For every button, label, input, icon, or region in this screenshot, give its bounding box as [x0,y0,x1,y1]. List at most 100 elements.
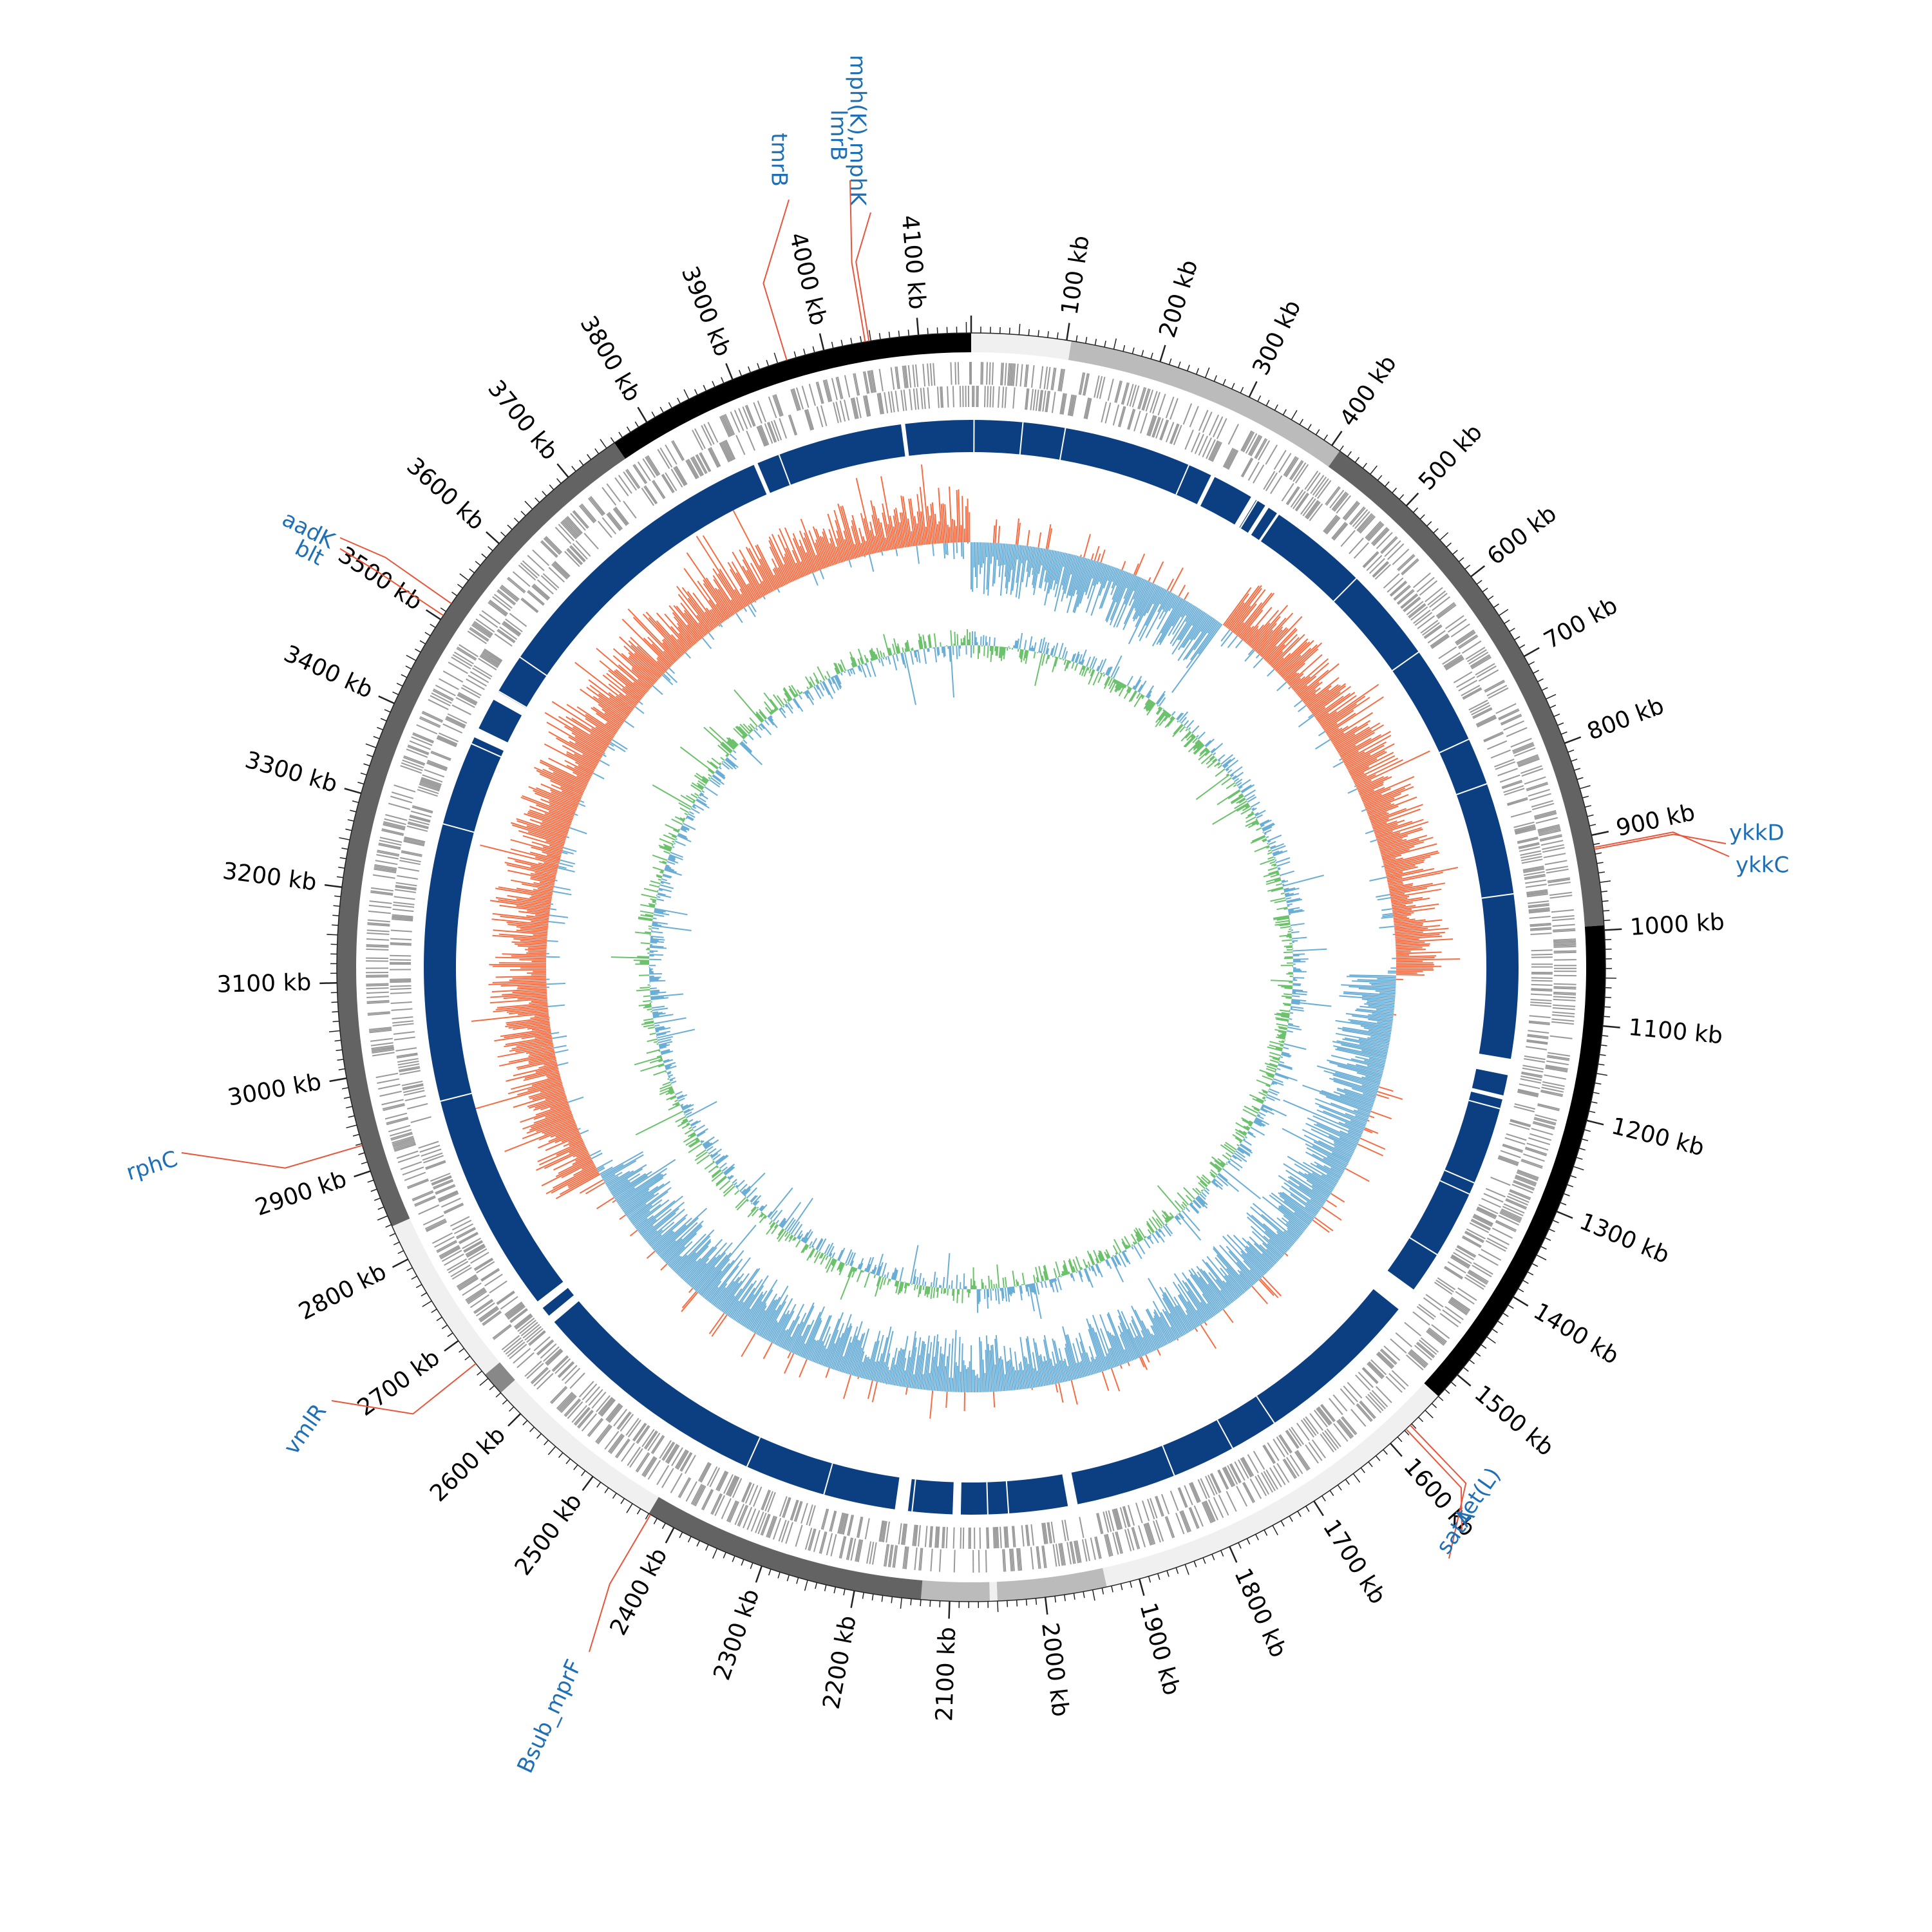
contig-segment [1103,1383,1439,1587]
gene-leader-line [762,199,790,361]
tick-label: 3400 kb [280,641,377,704]
major-tick [1139,1578,1145,1596]
major-tick [1044,1597,1048,1615]
tick-label: 600 kb [1482,500,1562,571]
gene-label: mph(K),mphK [845,55,871,207]
tick-label: 700 kb [1540,592,1622,654]
feature-ticks [365,361,1577,1573]
tick-label: 2200 kb [819,1613,862,1711]
cds-block [1200,477,1251,525]
tick-label: 2500 kb [510,1489,587,1580]
cds-block [1251,507,1277,540]
contig-segment [485,1362,515,1393]
tick-label: 200 kb [1154,257,1203,341]
tick-label: 2100 kb [931,1627,961,1722]
tick-label: 3700 kb [482,375,563,465]
gene-leader-line [1594,833,1727,850]
gene-label: lmrB [826,109,851,161]
gene-label: ykkC [1736,853,1789,878]
resistance-gene-labels: mph(K),mphKlmrBtmrBaadKbltykkDykkCtet(L)… [123,55,1789,1777]
cds-block [960,1474,1068,1515]
cds-block [1387,1092,1502,1290]
cds-block [542,1287,574,1316]
major-tick [344,788,362,795]
gene-leader-line [849,180,866,342]
major-tick [556,463,569,478]
tick-label: 3000 kb [225,1069,323,1112]
tick-label: 800 kb [1584,693,1667,746]
major-tick [1523,647,1540,658]
cds-block [498,464,767,708]
major-tick [850,1590,855,1608]
major-tick [1586,1119,1604,1126]
contig-segment [337,442,625,1227]
gene-leader-line [589,1514,651,1653]
major-tick [1159,345,1166,363]
tick-label: 1000 kb [1629,909,1725,941]
gene-label: rphC [123,1146,180,1186]
major-tick [329,1077,347,1083]
tick-label: 1900 kb [1134,1600,1184,1698]
major-tick [444,1340,459,1352]
major-tick [1470,565,1486,578]
major-tick [1405,492,1419,507]
major-tick [425,609,441,620]
contig-segment [1424,925,1605,1397]
tick-label: 300 kb [1247,296,1306,379]
tick-label: 3600 kb [401,453,489,536]
major-tick [725,363,734,380]
cds-block [1472,1068,1508,1095]
gene-leader-line [1594,831,1730,857]
major-tick [916,317,920,336]
cds-separators [440,419,1514,1515]
cds-block [907,1479,954,1515]
gene-label: Bsub_mprF [512,1656,587,1777]
major-tick [392,1258,409,1268]
major-tick [1556,1210,1573,1219]
contig-segment [920,1580,990,1602]
tick-label: 1300 kb [1576,1208,1673,1269]
tick-label: 2900 kb [252,1166,350,1221]
major-tick [1604,928,1622,931]
contig-segment [649,1497,923,1600]
contig-segment [1068,341,1340,467]
tick-label: 500 kb [1414,419,1488,495]
contig-segment [500,1379,659,1514]
tick-label: 1500 kb [1469,1381,1558,1462]
major-tick [354,1170,371,1178]
tick-label: 1100 kb [1627,1014,1724,1049]
gene-leader-line [181,1144,363,1169]
major-tick [1457,1374,1472,1387]
major-tick [1313,1501,1324,1517]
cds-block [905,420,971,456]
major-tick [324,884,343,888]
major-tick [665,1527,675,1544]
cds-block [554,1301,900,1510]
cds-block [1071,1289,1399,1504]
tick-label: 2000 kb [1036,1621,1074,1718]
major-tick [1602,1025,1620,1028]
major-tick [948,1601,951,1619]
gc-content-negative-plot [471,464,1461,1419]
major-tick [1390,1443,1403,1457]
cds-block [1239,500,1265,533]
major-tick [1591,830,1609,837]
contig-segment [614,333,971,459]
gene-label: vmlR [279,1399,332,1460]
tick-label: 100 kb [1057,234,1095,317]
cds-block [757,424,905,493]
tick-label: 2300 kb [708,1586,764,1683]
gene-leader-line [855,212,871,342]
tick-label: 3100 kb [216,969,312,998]
cds-block [1260,515,1519,1059]
contig-segment-ring [336,332,1606,1602]
major-tick [378,695,395,705]
tick-label: 3800 kb [574,312,645,406]
gc-skew-plot [649,631,1332,1319]
gc-content-positive-plot [546,542,1397,1393]
gc-skew-track [611,629,1332,1319]
gene-leader-line [339,537,452,605]
gene-label: ykkD [1729,820,1785,846]
tick-label: 3200 kb [221,858,318,896]
